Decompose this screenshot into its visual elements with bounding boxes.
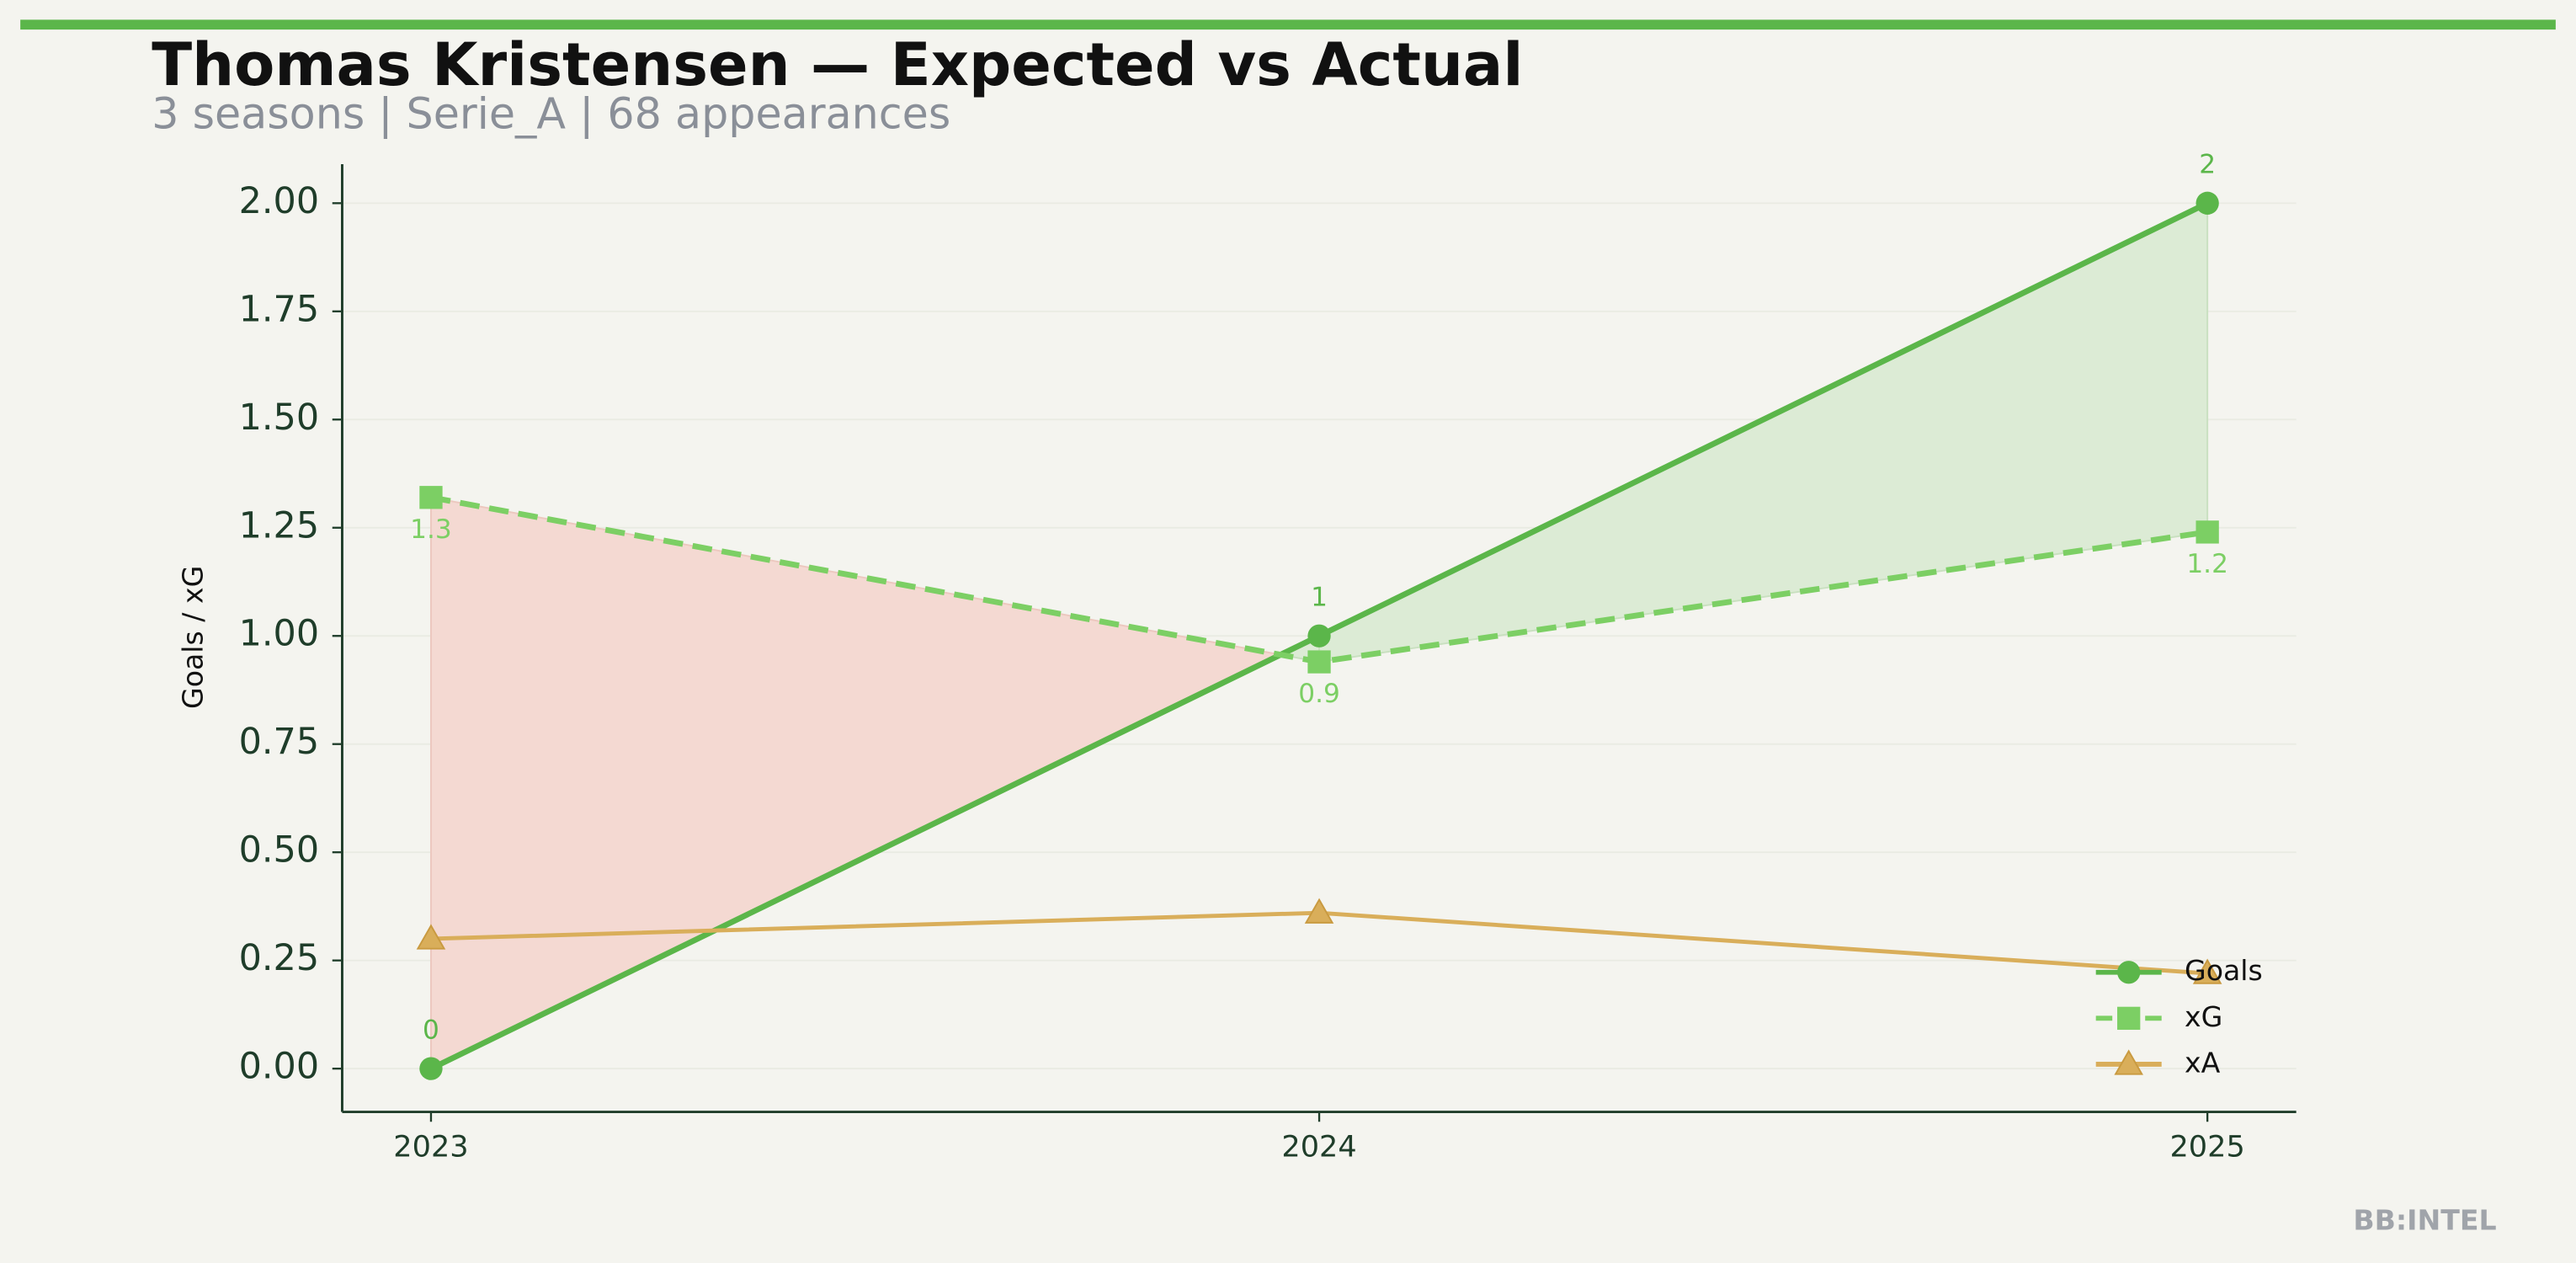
y-tick-label: 1.75 [239,288,320,330]
x-tick-label: 2024 [1281,1129,1356,1164]
data-label: 0 [423,1015,439,1045]
data-point [419,486,443,509]
y-axis-label: Goals / xG [176,566,209,709]
data-point [2195,520,2219,544]
data-point [1304,898,1334,924]
y-tick-label: 1.00 [239,613,320,655]
chart-subtitle: 3 seasons | Serie_A | 68 appearances [152,88,950,139]
data-label: 1.2 [2186,549,2228,579]
data-point [2195,191,2219,215]
top-bar [20,19,2556,30]
data-label: 1 [1311,582,1328,612]
data-label: 2 [2199,149,2216,179]
y-tick-label: 0.25 [239,937,320,979]
data-point [1307,624,1331,647]
legend-label: xG [2185,1000,2222,1033]
data-point [416,924,446,950]
y-tick-label: 0.00 [239,1046,320,1088]
watermark: BB:INTEL [2353,1204,2496,1237]
legend-marker [2117,1006,2141,1031]
y-tick-label: 0.75 [239,721,320,763]
data-label: 1.3 [410,514,452,545]
y-tick-label: 1.25 [239,504,320,546]
chart-title: Thomas Kristensen — Expected vs Actual [152,30,1523,99]
data-point [1307,650,1331,674]
data-label: 0.9 [1298,679,1340,709]
legend-label: Goals [2185,954,2263,987]
x-tick-label: 2023 [393,1129,468,1164]
y-tick-label: 2.00 [239,180,320,222]
x-tick-label: 2025 [2169,1129,2244,1164]
legend-marker [2114,1049,2143,1075]
legend-marker [2117,961,2141,984]
data-point [2192,958,2222,984]
data-point [419,1057,443,1080]
y-tick-label: 0.50 [239,829,320,871]
legend-label: xA [2185,1046,2221,1079]
y-tick-label: 1.50 [239,397,320,439]
